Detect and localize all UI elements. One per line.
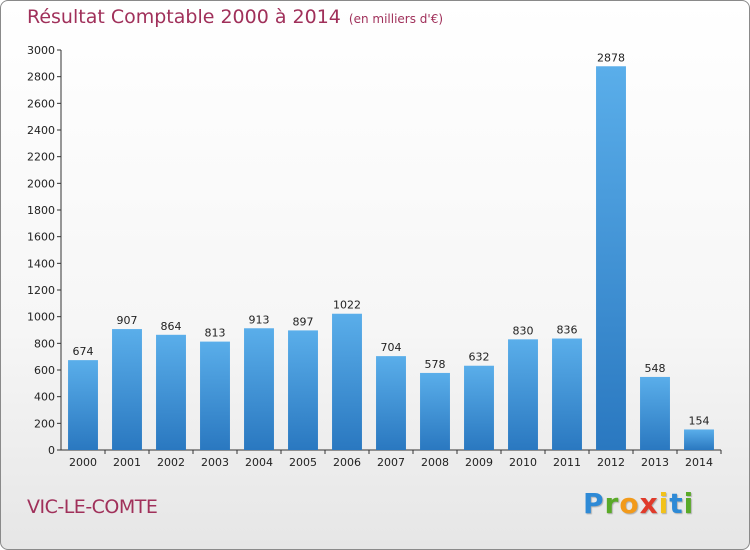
bar-2008 bbox=[420, 372, 450, 450]
x-tick-label-2011: 2011 bbox=[553, 456, 581, 469]
x-tick-label-2005: 2005 bbox=[289, 456, 317, 469]
x-tick-label-2009: 2009 bbox=[465, 456, 493, 469]
bar-2002 bbox=[156, 334, 186, 450]
x-tick-label-2001: 2001 bbox=[113, 456, 141, 469]
x-tick-label-2002: 2002 bbox=[157, 456, 185, 469]
value-label-2014: 154 bbox=[689, 414, 710, 427]
y-tick-label: 2000 bbox=[27, 177, 55, 190]
value-label-2004: 913 bbox=[249, 313, 270, 326]
bar-2007 bbox=[376, 356, 406, 450]
value-label-2012: 2878 bbox=[597, 51, 625, 64]
y-tick-label: 3000 bbox=[27, 44, 55, 57]
chart-subtitle: (en milliers d'€) bbox=[348, 12, 444, 26]
bar-2005 bbox=[288, 330, 318, 450]
y-tick-label: 2200 bbox=[27, 151, 55, 164]
value-label-2005: 897 bbox=[293, 315, 314, 328]
y-tick-label: 600 bbox=[34, 364, 55, 377]
x-tick-label-2012: 2012 bbox=[597, 456, 625, 469]
bar-2009 bbox=[464, 365, 494, 450]
y-tick-label: 1800 bbox=[27, 204, 55, 217]
bar-2003 bbox=[200, 341, 230, 450]
commune-name: VIC-LE-COMTE bbox=[27, 496, 158, 518]
y-tick-label: 2800 bbox=[27, 71, 55, 84]
x-tick-label-2014: 2014 bbox=[685, 456, 713, 469]
chart-title-text: Résultat Comptable 2000 à 2014 bbox=[27, 6, 341, 28]
y-tick-label: 0 bbox=[48, 444, 55, 457]
bar-2014 bbox=[684, 429, 714, 450]
value-label-2002: 864 bbox=[161, 320, 182, 333]
chart-title: Résultat Comptable 2000 à 2014 (en millie… bbox=[27, 6, 443, 28]
y-tick-label: 800 bbox=[34, 337, 55, 350]
value-label-2007: 704 bbox=[381, 341, 402, 354]
logo-letter: i bbox=[683, 487, 695, 520]
bar-2000 bbox=[68, 360, 98, 450]
value-label-2001: 907 bbox=[117, 314, 138, 327]
bar-2001 bbox=[112, 329, 142, 450]
x-tick-label-2004: 2004 bbox=[245, 456, 273, 469]
y-tick-label: 1600 bbox=[27, 231, 55, 244]
y-tick-label: 400 bbox=[34, 391, 55, 404]
bar-2011 bbox=[552, 338, 582, 450]
value-label-2000: 674 bbox=[73, 345, 94, 358]
value-label-2008: 578 bbox=[425, 358, 446, 371]
x-tick-label-2000: 2000 bbox=[69, 456, 97, 469]
bar-2006 bbox=[332, 313, 362, 450]
value-label-2003: 813 bbox=[205, 327, 226, 340]
value-label-2010: 830 bbox=[513, 324, 534, 337]
x-tick-label-2006: 2006 bbox=[333, 456, 361, 469]
y-tick-label: 1200 bbox=[27, 284, 55, 297]
x-tick-label-2003: 2003 bbox=[201, 456, 229, 469]
logo-letter: x bbox=[639, 487, 659, 520]
bar-2012 bbox=[596, 66, 626, 451]
logo-letter: t bbox=[669, 487, 684, 520]
logo-letter: o bbox=[619, 487, 640, 520]
value-label-2006: 1022 bbox=[333, 299, 361, 312]
logo-letter: i bbox=[658, 487, 670, 520]
y-tick-label: 1400 bbox=[27, 257, 55, 270]
value-label-2011: 836 bbox=[557, 324, 578, 337]
bar-2010 bbox=[508, 339, 538, 450]
bar-2013 bbox=[640, 376, 670, 450]
x-tick-label-2008: 2008 bbox=[421, 456, 449, 469]
logo-letter: r bbox=[604, 487, 620, 520]
logo-letter: P bbox=[583, 487, 605, 520]
value-label-2009: 632 bbox=[469, 351, 490, 364]
y-tick-label: 2400 bbox=[27, 124, 55, 137]
bar-2004 bbox=[244, 328, 274, 450]
x-tick-label-2007: 2007 bbox=[377, 456, 405, 469]
y-tick-label: 2600 bbox=[27, 97, 55, 110]
x-tick-label-2013: 2013 bbox=[641, 456, 669, 469]
proxiti-logo: Proxiti bbox=[583, 487, 694, 520]
x-tick-label-2010: 2010 bbox=[509, 456, 537, 469]
y-tick-label: 1000 bbox=[27, 311, 55, 324]
y-tick-label: 200 bbox=[34, 417, 55, 430]
value-label-2013: 548 bbox=[645, 362, 666, 375]
